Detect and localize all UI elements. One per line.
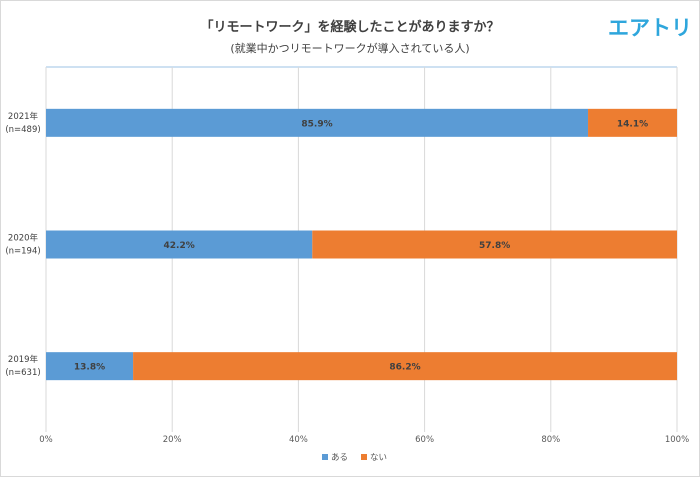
bar-segment xyxy=(46,230,313,259)
category-label-year: 2019年 xyxy=(8,354,39,365)
bar-segment xyxy=(46,352,134,381)
x-tick-label: 20% xyxy=(163,435,182,445)
data-label: 42.2% xyxy=(164,241,195,251)
data-label: 57.8% xyxy=(479,241,510,251)
legend-swatch xyxy=(322,454,328,460)
x-tick-label: 40% xyxy=(289,435,308,445)
brand-logo: エアトリ xyxy=(608,16,692,40)
data-label: 85.9% xyxy=(301,119,332,129)
data-label: 86.2% xyxy=(389,363,420,373)
bar-segment xyxy=(46,108,589,137)
legend-label: ない xyxy=(370,453,387,463)
chart-title: 「リモートワーク」を経験したことがありますか？ xyxy=(200,20,500,35)
x-tick-label: 60% xyxy=(415,435,434,445)
data-label: 14.1% xyxy=(617,119,648,129)
category-label-year: 2020年 xyxy=(8,233,39,244)
category-label-n: (n=489) xyxy=(5,125,40,135)
category-label-n: (n=194) xyxy=(5,247,40,257)
data-label: 13.8% xyxy=(74,363,105,373)
x-tick-label: 80% xyxy=(541,435,560,445)
bar-segment xyxy=(588,108,677,137)
x-tick-label: 0% xyxy=(39,435,53,445)
category-label-n: (n=631) xyxy=(5,368,40,378)
chart-subtitle: (就業中かつリモートワークが導入されている人) xyxy=(230,42,470,55)
legend-swatch xyxy=(361,454,367,460)
category-label-year: 2021年 xyxy=(8,111,39,122)
bar-segment xyxy=(312,230,677,259)
bar-segment xyxy=(133,352,677,381)
x-tick-label: 100% xyxy=(665,435,689,445)
legend-label: ある xyxy=(331,453,348,463)
